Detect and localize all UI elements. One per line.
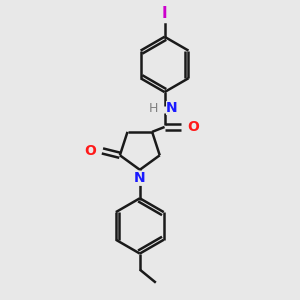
Text: N: N	[134, 171, 146, 185]
Text: H: H	[149, 102, 158, 115]
Text: I: I	[162, 6, 167, 21]
Text: O: O	[187, 120, 199, 134]
Text: O: O	[84, 144, 96, 158]
Text: N: N	[166, 101, 178, 115]
